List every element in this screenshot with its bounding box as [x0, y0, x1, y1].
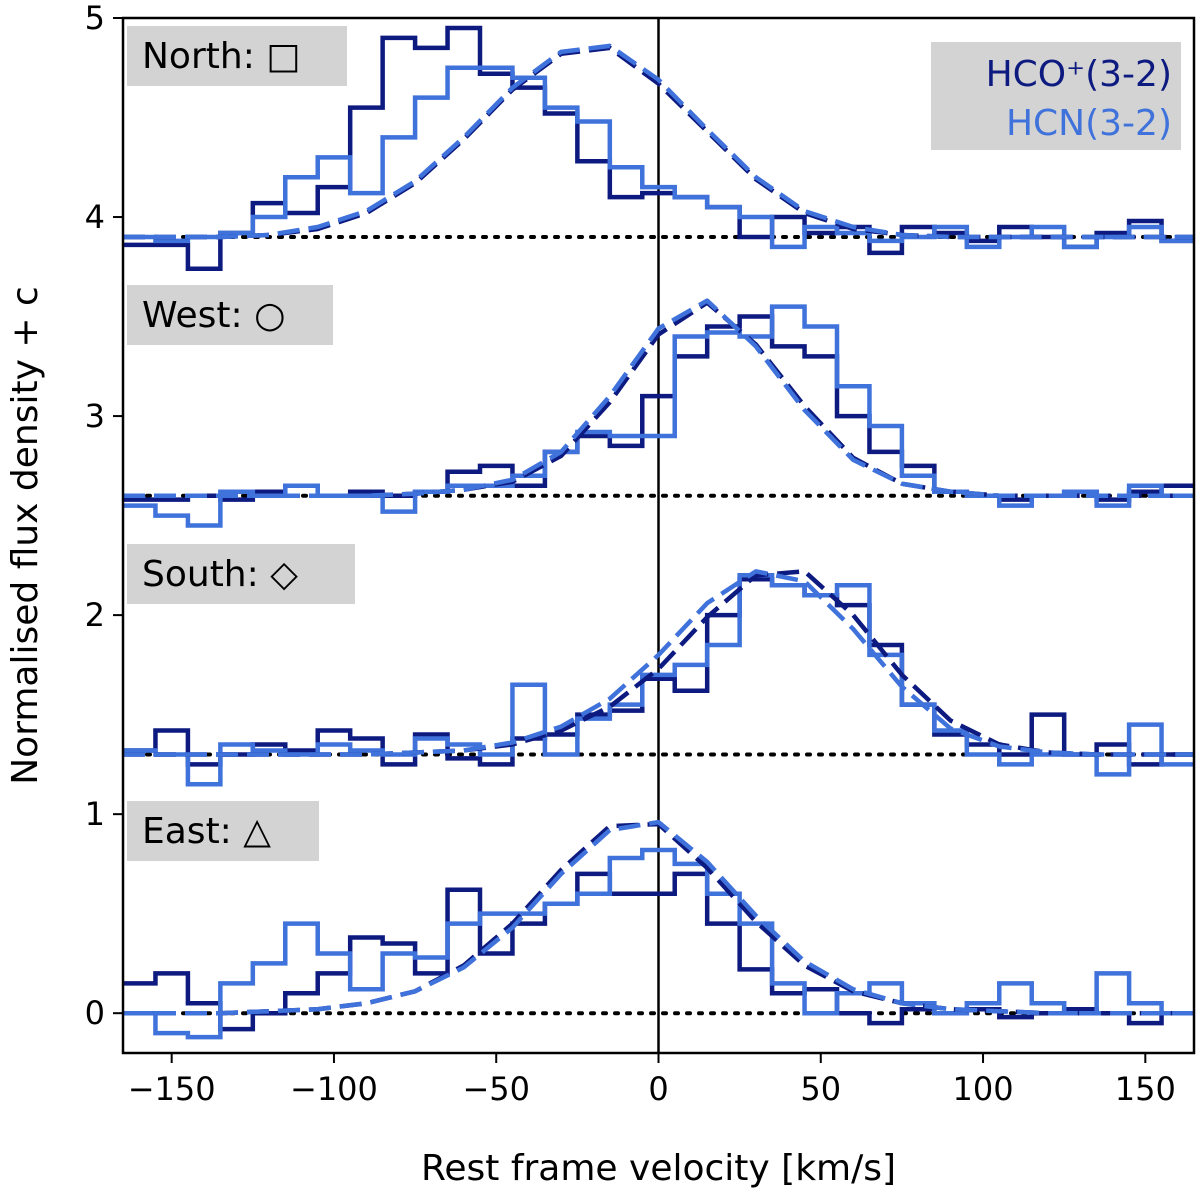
- gaussian-fit-hco: [123, 300, 1194, 498]
- spectrum-hcn: [123, 304, 1194, 528]
- gaussian-fit-hcn: [123, 298, 1194, 498]
- y-tick-label: 2: [85, 596, 105, 634]
- gaussian-fit-hcn: [123, 819, 1194, 1016]
- gaussian-fit-hco: [123, 45, 1194, 240]
- y-tick-label: 5: [85, 0, 105, 37]
- region-marker-symbol: ○: [254, 295, 285, 336]
- panel-west: [123, 298, 1194, 528]
- legend-entry: HCO⁺(3-2): [986, 54, 1172, 95]
- region-label-box: [127, 801, 319, 861]
- region-marker-symbol: △: [243, 811, 271, 852]
- x-tick-label: 100: [953, 1070, 1014, 1108]
- gaussian-fit-hcn: [123, 569, 1194, 757]
- panel-north: [123, 25, 1194, 272]
- data-layer: [123, 18, 1194, 1053]
- spectrum-hcn: [123, 573, 1194, 787]
- region-label-east: East: △: [127, 801, 319, 861]
- axes-layer: −150 −100 −50 0 50 100 150 0 1 2 3 4 5: [85, 0, 1176, 1108]
- region-label-west: West: ○: [127, 285, 333, 345]
- y-tick-label: 4: [85, 198, 105, 236]
- region-label-text: South: ◇: [142, 554, 298, 595]
- x-tick-label: −100: [290, 1070, 378, 1108]
- spectrum-hcn: [123, 847, 1194, 1040]
- legend-box: [931, 42, 1181, 150]
- y-tick-label: 0: [85, 994, 105, 1032]
- region-label-text: North: □: [142, 36, 300, 77]
- gaussian-fit-hcn: [123, 43, 1194, 240]
- spectrum-hco: [123, 577, 1194, 767]
- region-label-box: [127, 544, 355, 604]
- x-tick-label: 0: [648, 1070, 668, 1108]
- x-tick-label: −50: [462, 1070, 530, 1108]
- x-axis-label: Rest frame velocity [km/s]: [421, 1148, 896, 1189]
- legend: HCO⁺(3-2) HCN(3-2): [931, 42, 1181, 150]
- panel-south: [123, 569, 1194, 787]
- region-label-box: [127, 26, 347, 86]
- region-label-text: East: △: [142, 811, 271, 852]
- region-label-box: [127, 285, 333, 345]
- region-label-north: North: □: [127, 26, 347, 86]
- x-tick-label: 150: [1115, 1070, 1176, 1108]
- panel-east: [123, 819, 1194, 1040]
- x-tick-label: 50: [800, 1070, 841, 1108]
- region-label-south: South: ◇: [127, 544, 355, 604]
- y-axis-label: Normalised flux density + c: [5, 286, 46, 785]
- legend-entry: HCN(3-2): [1006, 103, 1172, 144]
- x-tick-label: −150: [128, 1070, 216, 1108]
- plot-area: [123, 18, 1194, 1053]
- annotation-layer: North: □West: ○South: ◇East: △HCO⁺(3-2)H…: [127, 26, 1181, 861]
- region-marker-symbol: ◇: [270, 554, 298, 595]
- region-label-text: West: ○: [142, 295, 286, 336]
- y-tick-label: 3: [85, 397, 105, 435]
- region-marker-symbol: □: [266, 36, 300, 77]
- y-tick-label: 1: [85, 795, 105, 833]
- plot-frame: [121, 16, 1196, 1055]
- spectrum-hco: [123, 871, 1194, 1032]
